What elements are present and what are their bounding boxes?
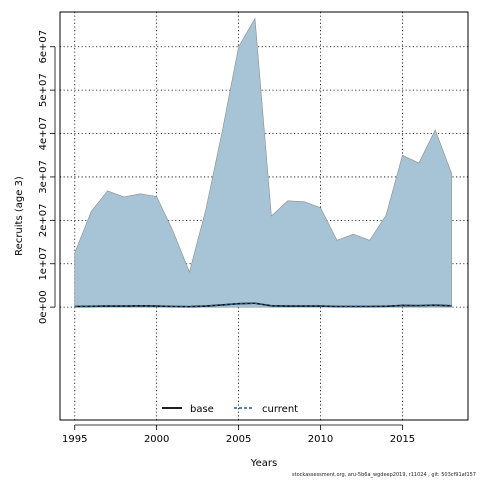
legend-label-current: current — [262, 404, 298, 415]
legend: base current — [162, 404, 298, 415]
series-line-current — [74, 302, 452, 308]
y-axis: 0e+00 1e+07 2e+07 3e+07 4e+07 5e+07 6e+07 — [38, 30, 56, 324]
y-axis-label: Recruits (age 3) — [14, 176, 25, 256]
y-tick-label: 6e+07 — [38, 30, 49, 64]
series-lines — [74, 302, 452, 308]
legend-label-base: base — [190, 404, 214, 415]
y-tick-label: 0e+00 — [38, 290, 49, 324]
x-tick-label: 2015 — [390, 434, 415, 445]
y-tick-label: 2e+07 — [38, 204, 49, 238]
plot-frame — [59, 11, 469, 421]
x-tick-label: 2005 — [226, 434, 251, 445]
x-tick-label: 2010 — [308, 434, 333, 445]
y-tick-label: 4e+07 — [38, 117, 49, 151]
y-tick-label: 5e+07 — [38, 73, 49, 107]
recruit-confidence-band — [74, 17, 452, 308]
y-tick-label: 3e+07 — [38, 160, 49, 194]
footer-note: stockassessment.org, aru-5b6a_wgdeep2019… — [292, 472, 476, 478]
y-tick-label: 1e+07 — [38, 247, 49, 281]
x-tick-label: 2000 — [144, 434, 169, 445]
x-axis: 1995 2000 2005 2010 2015 — [62, 424, 415, 445]
x-axis-label: Years — [250, 458, 277, 469]
recruit-band — [74, 17, 452, 308]
x-tick-label: 1995 — [62, 434, 87, 445]
